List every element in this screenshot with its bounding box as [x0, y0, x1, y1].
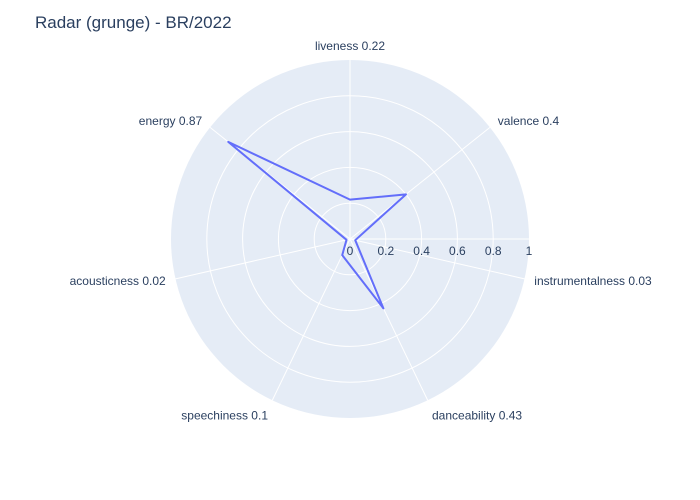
- radial-tick-label: 0.4: [413, 244, 430, 258]
- chart-title: Radar (grunge) - BR/2022: [35, 13, 232, 32]
- angular-grid-line: [271, 238, 351, 401]
- radial-tick-label: 0.2: [377, 244, 394, 258]
- data-point: [227, 141, 229, 143]
- data-point: [346, 239, 348, 241]
- angular-grid-line: [349, 127, 491, 240]
- radial-tick-label: 0.8: [485, 244, 502, 258]
- data-point: [354, 239, 356, 241]
- radial-tick-label: 0.6: [449, 244, 466, 258]
- series-layer: [227, 140, 407, 310]
- angular-grid-line: [175, 238, 351, 280]
- radial-tick-labels: 0 0.2 0.4 0.6 0.8 1: [347, 244, 533, 258]
- angular-label: acousticness 0.02: [70, 274, 166, 288]
- angular-label: liveness 0.22: [315, 39, 385, 53]
- angular-label: instrumentalness 0.03: [534, 274, 652, 288]
- angular-label: speechiness 0.1: [181, 408, 268, 422]
- angular-grid-line: [349, 238, 525, 280]
- angular-labels: liveness 0.22 valence 0.4 instrumentalness…: [70, 39, 652, 422]
- data-point: [405, 193, 407, 195]
- radial-tick-label: 0: [347, 244, 354, 258]
- angular-label: energy 0.87: [139, 114, 203, 128]
- data-point: [382, 307, 384, 309]
- polar-grid: [175, 60, 529, 401]
- angular-label: danceability 0.43: [432, 408, 522, 422]
- data-point: [341, 254, 343, 256]
- radial-tick-label: 1: [526, 244, 533, 258]
- series-line: [227, 140, 407, 310]
- angular-grid-line: [349, 238, 429, 401]
- angular-label: valence 0.4: [498, 114, 560, 128]
- data-point: [349, 199, 351, 201]
